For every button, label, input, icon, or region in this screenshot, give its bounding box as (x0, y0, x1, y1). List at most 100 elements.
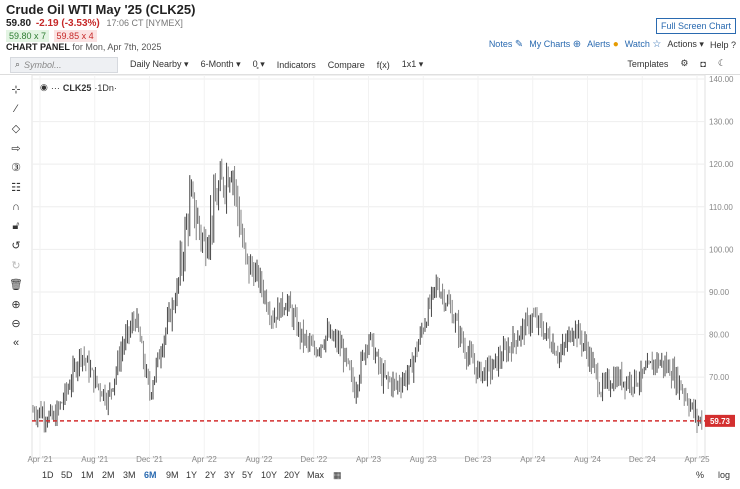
redo-icon[interactable]: ↻ (11, 259, 21, 272)
indicators-button[interactable]: Indicators (276, 59, 316, 70)
watch-label: Watch (624, 39, 650, 49)
trash-icon[interactable]: 🗑︎ (9, 279, 23, 292)
x-tick-label: Apr '25 (684, 455, 710, 464)
lock-icon[interactable]: 🔓︎ (12, 219, 20, 232)
interval-dropdown[interactable]: Daily Nearby ▾ (130, 59, 189, 70)
price-chart[interactable]: 140.00 130.00 120.00 110.00 100.00 90.00 80.00… (0, 0, 740, 470)
range-2m[interactable]: 2M (102, 470, 115, 480)
last-price-line: 59.73 (32, 414, 735, 427)
quote-time: 17:06 CT [NYMEX] (106, 18, 183, 28)
eye-icon[interactable]: ◉ (40, 82, 48, 92)
fib-icon[interactable]: ☷ (11, 181, 21, 194)
layout-dropdown[interactable]: 1x1 ▾ (402, 59, 424, 70)
range-1y[interactable]: 1Y (186, 470, 198, 480)
collapse-icon[interactable]: « (12, 337, 20, 350)
x-tick-label: Aug '24 (574, 455, 601, 464)
bid-badge: 59.80 x 7 (6, 30, 50, 42)
notes-label: Notes (488, 39, 513, 49)
magnet-icon[interactable]: ∩ (12, 200, 20, 213)
pencil-icon: ✎ (514, 39, 524, 50)
watch-link[interactable]: Watch ☆ (625, 39, 662, 50)
y-tick-label: 130.00 (709, 118, 734, 127)
percent-scale-button[interactable]: % (695, 470, 704, 480)
undo-icon[interactable]: ↺ (11, 240, 21, 253)
range-1d[interactable]: 1D (42, 470, 54, 480)
question-icon: ? (730, 39, 736, 50)
log-scale-button[interactable]: log (717, 470, 730, 480)
top-links: Notes ✎ My Charts ⊕ Alerts ● Watch ☆ Act… (489, 39, 736, 50)
layout-label: 1x1 (401, 59, 417, 69)
range-bar: 1D 5D 1M 2M 3M 6M 9M 1Y 2Y 3Y 5Y 10Y 20Y Max ▦ % log (0, 470, 740, 484)
page-title: Crude Oil WTI May '25 (CLK25) (6, 2, 196, 17)
ask-badge: 59.85 x 4 (53, 30, 97, 42)
my-charts-link[interactable]: My Charts ⊕ (529, 39, 581, 50)
dark-mode-icon[interactable]: ☾ (717, 58, 726, 68)
chevron-down-icon: ▾ (699, 39, 704, 49)
range-6m[interactable]: 6M (144, 470, 157, 480)
chart-grid (31, 74, 706, 459)
period-dropdown[interactable]: 6-Month ▾ (201, 59, 241, 70)
actions-menu[interactable]: Actions ▾ (667, 39, 704, 50)
x-tick-label: Apr '21 (27, 455, 53, 464)
gear-icon[interactable]: ⚙ (680, 58, 689, 68)
chevron-down-icon: ▾ (418, 59, 424, 69)
price-line-label: 59.73 (710, 417, 731, 426)
chevron-down-icon: ▾ (236, 59, 241, 69)
x-tick-label: Dec '24 (629, 455, 656, 464)
range-3m[interactable]: 3M (123, 470, 136, 480)
zoom-out-icon[interactable]: ⊖ (11, 318, 21, 331)
price-line: 59.80 -2.19 (-3.53%) 17:06 CT [NYMEX] (6, 18, 183, 29)
y-tick-label: 100.00 (709, 245, 734, 254)
zoom-in-icon[interactable]: ⊕ (11, 298, 21, 311)
interval-label: Daily Nearby (130, 59, 182, 69)
panel-date: for Mon, Apr 7th, 2025 (72, 42, 162, 52)
notes-link[interactable]: Notes ✎ (489, 39, 523, 50)
crosshair-icon[interactable]: ⊹ (11, 84, 21, 97)
search-icon: ⌕ (15, 59, 21, 69)
bid-ask: 59.80 x 7 59.85 x 4 (6, 30, 99, 42)
legend-menu-icon[interactable]: ··· (50, 82, 60, 93)
y-tick-label: 90.00 (709, 288, 730, 297)
x-tick-label: Aug '22 (246, 455, 273, 464)
x-tick-label: Apr '23 (356, 455, 382, 464)
price-change: -2.19 (-3.53%) (35, 18, 100, 29)
x-tick-label: Dec '21 (136, 455, 163, 464)
alert-icon: ● (612, 39, 619, 50)
range-3y[interactable]: 3Y (224, 470, 236, 480)
range-1m[interactable]: 1M (81, 470, 94, 480)
chevron-down-icon: ▾ (184, 59, 189, 69)
alerts-link[interactable]: Alerts ● (587, 39, 619, 50)
price-bars (32, 158, 703, 434)
range-2y[interactable]: 2Y (205, 470, 217, 480)
range-10y[interactable]: 10Y (261, 470, 278, 480)
bar-type-dropdown[interactable]: 0̥ ▾ (253, 59, 265, 70)
bar-type-icon: 0̥ (252, 59, 258, 69)
help-label: Help (709, 39, 729, 50)
alerts-label: Alerts (587, 39, 611, 49)
toolbar-right: Templates ⚙ ◘ ☾ (627, 58, 726, 69)
help-menu[interactable]: Help ? (710, 40, 736, 50)
shape-icon[interactable]: ◇ (11, 123, 21, 136)
y-tick-label: 120.00 (709, 160, 734, 169)
plus-circle-icon: ⊕ (572, 39, 582, 50)
fx-button[interactable]: f(x) (376, 59, 390, 70)
symbol-search-input[interactable]: ⌕ Symbol... (10, 56, 118, 73)
templates-button[interactable]: Templates (627, 58, 669, 69)
range-5d[interactable]: 5D (61, 470, 73, 480)
compare-button[interactable]: Compare (327, 59, 365, 70)
actions-label: Actions (667, 39, 697, 49)
arrow-icon[interactable]: ⇨ (11, 142, 21, 155)
full-screen-chart-button[interactable]: Full Screen Chart (655, 18, 736, 34)
y-axis: 140.00 130.00 120.00 110.00 100.00 90.00 80.00… (709, 75, 734, 382)
my-charts-label: My Charts (529, 39, 571, 49)
range-5y[interactable]: 5Y (242, 470, 254, 480)
last-price: 59.80 (6, 18, 32, 29)
range-max[interactable]: Max (307, 470, 325, 480)
range-20y[interactable]: 20Y (284, 470, 301, 480)
number-icon[interactable]: ③ (11, 162, 21, 175)
trendline-icon[interactable]: ⁄ (15, 103, 17, 116)
y-tick-label: 110.00 (709, 203, 733, 212)
range-9m[interactable]: 9M (166, 470, 179, 480)
calendar-icon[interactable]: ▦ (333, 470, 342, 480)
camera-icon[interactable]: ◘ (700, 58, 706, 69)
